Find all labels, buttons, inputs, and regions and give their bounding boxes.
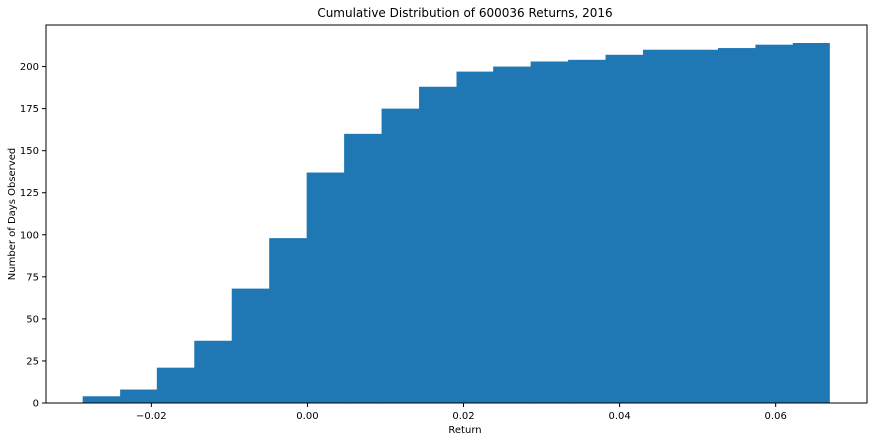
histogram-bar (156, 367, 195, 403)
x-tick-label: −0.02 (136, 411, 167, 422)
axes-group (45, 24, 868, 404)
y-tick-label: 100 (20, 230, 39, 241)
y-tick-label: 200 (20, 62, 39, 73)
histogram-bar (755, 44, 794, 404)
x-tick-label: 0.02 (452, 411, 474, 422)
y-tick-label: 50 (26, 314, 39, 325)
chart-title: Cumulative Distribution of 600036 Return… (317, 6, 612, 20)
x-tick-label: 0.00 (296, 411, 318, 422)
y-tick-label: 75 (26, 272, 39, 283)
y-axis-ticks: 0 25 50 75 100 125 150 175 200 (20, 62, 46, 410)
histogram-bar (456, 71, 494, 403)
histogram-bar (82, 396, 121, 403)
bars-group (82, 43, 830, 404)
histogram-bar (344, 133, 382, 403)
x-axis-title: Return (448, 425, 481, 436)
histogram-bar (231, 288, 270, 403)
y-tick-label: 175 (20, 104, 39, 115)
histogram-bar (419, 86, 457, 404)
y-axis-title: Number of Days Observed (7, 148, 18, 280)
histogram-bar (493, 66, 531, 404)
y-tick-label: 25 (26, 356, 39, 367)
y-tick-label: 150 (20, 146, 39, 157)
histogram-bar (306, 172, 345, 403)
x-tick-label: 0.04 (608, 411, 630, 422)
histogram-bar (194, 340, 233, 403)
x-tick-label: 0.06 (765, 411, 787, 422)
y-tick-label: 0 (33, 399, 39, 410)
plot-frame (45, 24, 868, 404)
histogram-bar (120, 389, 158, 403)
y-tick-label: 125 (20, 188, 39, 199)
x-axis-ticks: −0.02 0.00 0.02 0.04 0.06 (136, 403, 787, 422)
histogram-bar (568, 59, 606, 403)
histogram-bar (530, 61, 569, 403)
histogram-bar (381, 108, 420, 404)
histogram-bar (680, 49, 719, 403)
histogram-bar (792, 43, 830, 403)
histogram-bar (717, 48, 756, 404)
histogram-bar (269, 238, 307, 403)
histogram-bar (643, 49, 681, 403)
histogram-bar (605, 54, 644, 403)
